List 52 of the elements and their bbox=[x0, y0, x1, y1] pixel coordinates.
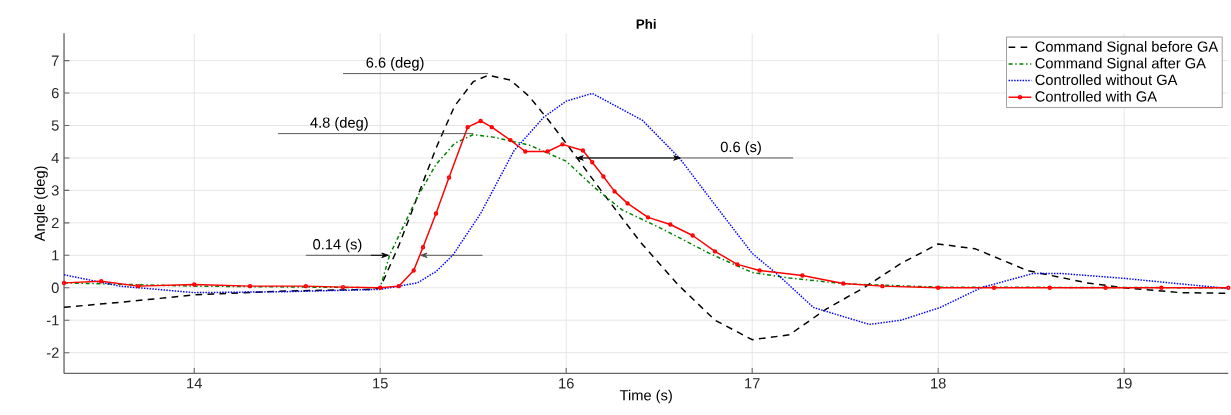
point bbox=[668, 222, 673, 227]
point bbox=[580, 148, 586, 153]
point bbox=[340, 284, 346, 290]
y-tick-label: -2 bbox=[46, 347, 59, 358]
x-tick-label: 15 bbox=[373, 377, 388, 389]
chart-title: Phi bbox=[636, 18, 656, 29]
y-tick-label: 3 bbox=[51, 185, 59, 196]
point bbox=[841, 281, 846, 286]
x-axis-title: Time (s) bbox=[619, 389, 672, 404]
point bbox=[590, 159, 595, 165]
point bbox=[523, 149, 528, 154]
point bbox=[935, 285, 941, 290]
point bbox=[489, 124, 495, 130]
ref-line-label: 6.6 (deg) bbox=[366, 56, 424, 71]
x-tick-label: 19 bbox=[1117, 377, 1132, 389]
ref-line-label: 4.8 (deg) bbox=[310, 116, 368, 131]
point bbox=[690, 233, 695, 238]
annotation: 0.6 (s) bbox=[720, 141, 761, 155]
y-tick-label: 7 bbox=[51, 55, 59, 66]
point bbox=[735, 261, 740, 267]
point bbox=[625, 200, 630, 206]
point bbox=[757, 268, 762, 273]
point bbox=[612, 188, 617, 194]
point bbox=[396, 283, 402, 289]
point bbox=[420, 244, 426, 250]
point bbox=[247, 283, 253, 289]
y-axis-title: Angle (deg) bbox=[34, 166, 48, 242]
point bbox=[61, 280, 67, 285]
y-tick-label: 1 bbox=[52, 250, 59, 261]
y-tick-label: 4 bbox=[51, 152, 59, 163]
legend-label: Controlled with GA bbox=[1035, 90, 1157, 102]
legend-label: Command Signal before GA bbox=[1035, 40, 1219, 55]
y-tick-label: 0 bbox=[51, 282, 59, 293]
y-tick-label: 5 bbox=[51, 120, 59, 131]
legend-label: Controlled without GA bbox=[1035, 74, 1178, 85]
point bbox=[560, 141, 565, 147]
x-tick-label: 17 bbox=[745, 377, 760, 389]
y-tick-label: -1 bbox=[46, 314, 59, 326]
x-tick-label: 16 bbox=[559, 377, 574, 389]
point bbox=[411, 268, 416, 273]
y-tick-label: 2 bbox=[51, 217, 59, 228]
point bbox=[303, 283, 309, 289]
point bbox=[378, 285, 383, 290]
point bbox=[1103, 285, 1108, 290]
annotation: 0.14 (s) bbox=[313, 238, 362, 253]
point bbox=[1159, 285, 1164, 290]
point bbox=[1047, 285, 1052, 290]
x-tick-label: 14 bbox=[187, 377, 202, 389]
x-tick-label: 18 bbox=[931, 377, 946, 389]
legend-label: Command Signal after GA bbox=[1035, 57, 1206, 72]
point bbox=[99, 278, 104, 284]
y-tick-label: 6 bbox=[51, 87, 59, 99]
